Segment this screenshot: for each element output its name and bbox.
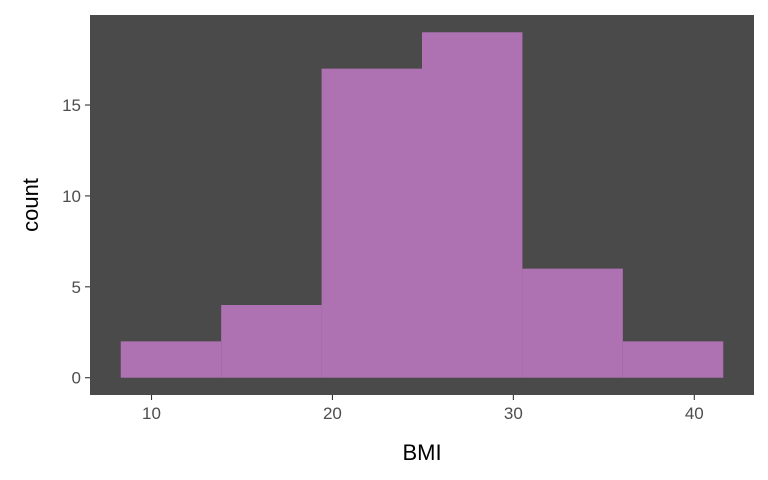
x-tick-label: 40: [685, 404, 704, 423]
y-axis-title: count: [18, 178, 43, 232]
histogram-bar: [622, 341, 724, 378]
histogram-bar: [321, 68, 422, 378]
x-axis-title: BMI: [402, 440, 441, 465]
y-tick-label: 10: [62, 187, 81, 206]
x-tick-label: 20: [323, 404, 342, 423]
histogram-bar: [422, 32, 523, 378]
x-tick-label: 10: [142, 404, 161, 423]
histogram-bar: [120, 341, 222, 378]
y-tick-label: 15: [62, 96, 81, 115]
y-tick-label: 0: [72, 369, 81, 388]
histogram-bar: [221, 305, 322, 378]
histogram-bar: [522, 268, 623, 378]
y-tick-label: 5: [72, 278, 81, 297]
x-tick-label: 30: [504, 404, 523, 423]
